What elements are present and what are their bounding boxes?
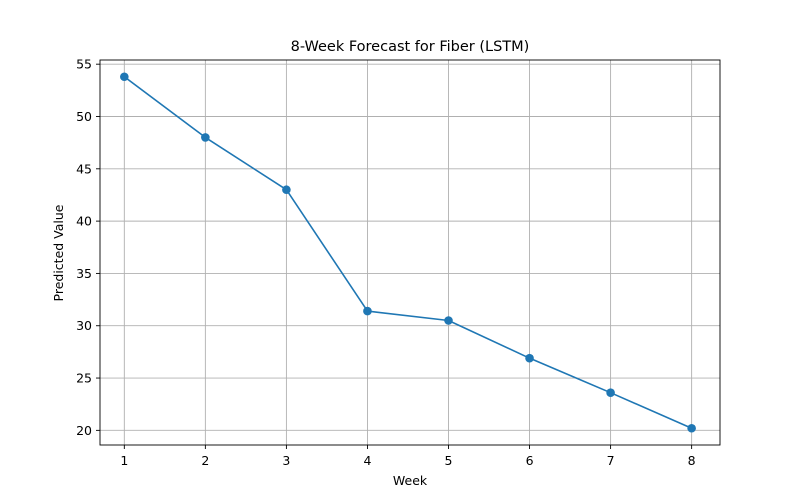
y-axis-label: Predicted Value — [51, 204, 66, 301]
data-point — [525, 353, 534, 363]
x-tick-label: 7 — [607, 453, 615, 468]
data-point — [201, 133, 210, 142]
data-point — [687, 423, 696, 433]
x-tick-label: 5 — [445, 453, 453, 468]
y-tick-label: 45 — [76, 161, 92, 176]
y-tick-label: 20 — [76, 423, 92, 438]
x-tick-label: 1 — [120, 453, 128, 468]
data-point — [363, 306, 372, 316]
series-group — [120, 72, 696, 433]
x-tick-label: 4 — [363, 453, 371, 468]
x-tick-label: 3 — [282, 453, 290, 468]
data-point — [444, 316, 453, 325]
y-tick-label: 50 — [76, 109, 92, 124]
x-axis-label: Week — [393, 473, 428, 488]
y-tick-label: 55 — [76, 57, 92, 72]
y-tick-label: 35 — [76, 266, 92, 281]
chart-title: 8-Week Forecast for Fiber (LSTM) — [291, 39, 530, 55]
plot-frame — [99, 59, 721, 446]
data-point — [120, 72, 129, 82]
x-tick-label: 6 — [526, 453, 534, 468]
x-tick-label: 8 — [688, 453, 696, 468]
y-tick-label: 30 — [76, 318, 92, 333]
data-point — [282, 185, 291, 195]
grid-lines — [100, 60, 720, 445]
data-point — [606, 388, 615, 397]
series-line — [123, 76, 692, 429]
y-tick-label: 40 — [76, 214, 92, 229]
y-tick-label: 25 — [76, 371, 92, 386]
x-tick-label: 2 — [201, 453, 209, 468]
